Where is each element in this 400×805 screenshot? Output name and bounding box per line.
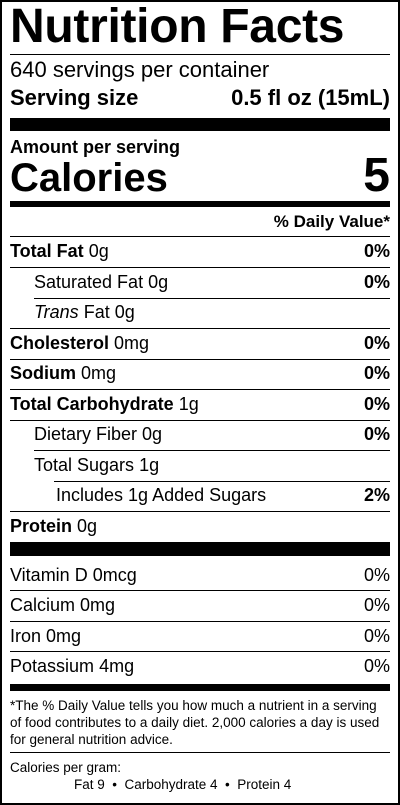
- nutrient-amount: 0g: [148, 272, 169, 292]
- daily-value-footnote: *The % Daily Value tells you how much a …: [10, 698, 380, 747]
- nutrient-name: Total Carbohydrate: [10, 394, 174, 414]
- title-divider: [10, 54, 390, 55]
- vitamin-row-iron: Iron 0mg: [10, 624, 81, 648]
- nutrient-dv: 0%: [363, 424, 390, 444]
- thick-divider-top: [10, 118, 390, 131]
- vitamin-dv: 0%: [363, 565, 390, 585]
- nutrient-row-total-sugars: Total Sugars 1g: [34, 453, 159, 477]
- nutrient-name: Protein: [10, 516, 73, 536]
- nutrient-row-trans-fat: Trans Fat 0g: [34, 300, 135, 324]
- nutrient-row-total-carbohydrate: Total Carbohydrate 1g: [10, 392, 199, 416]
- vitamin-dv: 0%: [363, 656, 390, 676]
- nutrient-dv: 0%: [363, 363, 390, 383]
- row-divider: [10, 328, 390, 329]
- calories-per-gram-label: Calories per gram:: [10, 760, 122, 775]
- nutrient-name: Trans: [34, 302, 79, 322]
- nutrient-row-protein: Protein 0g: [10, 514, 97, 538]
- nutrient-name: Cholesterol: [10, 333, 110, 353]
- label-title: Nutrition Facts: [10, 0, 345, 53]
- vitamin-dv: 0%: [363, 626, 390, 646]
- calories-label: Calories: [10, 156, 168, 200]
- row-divider: [10, 590, 390, 591]
- nutrient-name: Total Sugars: [34, 455, 135, 475]
- servings-per-container: 640 servings per container: [10, 57, 270, 82]
- nutrient-row-cholesterol: Cholesterol 0mg: [10, 331, 149, 355]
- nutrient-dv: 0%: [363, 333, 390, 353]
- nutrient-dv: 0%: [363, 272, 390, 292]
- vitamin-amount: 0mcg: [92, 565, 137, 585]
- nutrient-amount: 0g: [88, 241, 109, 261]
- nutrient-row-saturated-fat: Saturated Fat 0g: [34, 270, 168, 294]
- thick-divider-vitamins: [10, 542, 390, 556]
- vitamin-name: Vitamin D: [10, 565, 88, 585]
- vitamin-row-potassium: Potassium 4mg: [10, 654, 134, 678]
- vitamin-name: Calcium: [10, 595, 76, 615]
- calories-value: 5: [363, 149, 390, 202]
- vitamin-row-vitamin-d: Vitamin D 0mcg: [10, 563, 137, 587]
- nutrient-amount: Fat 0g: [83, 302, 135, 322]
- calories-per-gram-line: Fat 9 • Carbohydrate 4 • Protein 4: [74, 777, 292, 792]
- thick-divider-footnote: [10, 684, 390, 691]
- nutrient-name: Sodium: [10, 363, 76, 383]
- row-divider: [10, 511, 390, 512]
- row-divider: [34, 298, 390, 299]
- vitamin-amount: 4mg: [99, 656, 135, 676]
- nutrient-row-added-sugars: Includes 1g Added Sugars: [56, 483, 266, 507]
- nutrient-name: Total Fat: [10, 241, 84, 261]
- nutrient-amount: 1g: [178, 394, 199, 414]
- row-divider: [10, 651, 390, 652]
- row-divider: [10, 389, 390, 390]
- row-divider: [34, 450, 390, 451]
- vitamin-amount: 0mg: [46, 626, 82, 646]
- serving-size-value: 0.5 fl oz (15mL): [231, 85, 390, 110]
- nutrient-amount: 0g: [77, 516, 98, 536]
- row-divider: [10, 359, 390, 360]
- vitamin-name: Iron: [10, 626, 42, 646]
- nutrient-amount: 0mg: [81, 363, 117, 383]
- nutrient-amount: 0g: [142, 424, 163, 444]
- footnote-divider: [10, 752, 390, 753]
- row-divider: [10, 621, 390, 622]
- nutrient-name: Saturated Fat: [34, 272, 144, 292]
- row-divider: [54, 481, 390, 482]
- vitamin-dv: 0%: [363, 595, 390, 615]
- nutrient-name: Dietary Fiber: [34, 424, 138, 444]
- row-divider: [10, 420, 390, 421]
- row-divider: [10, 267, 390, 268]
- calories-divider: [10, 201, 390, 207]
- nutrient-dv: 0%: [363, 394, 390, 414]
- daily-value-header: % Daily Value*: [273, 212, 390, 231]
- vitamin-amount: 0mg: [80, 595, 116, 615]
- serving-size-label: Serving size: [10, 85, 139, 110]
- vitamin-row-calcium: Calcium 0mg: [10, 593, 115, 617]
- nutrient-name: Includes 1g Added Sugars: [56, 485, 267, 505]
- nutrient-dv: 0%: [363, 241, 390, 261]
- vitamin-name: Potassium: [10, 656, 95, 676]
- nutrient-row-dietary-fiber: Dietary Fiber 0g: [34, 422, 162, 446]
- nutrient-amount: 1g: [139, 455, 160, 475]
- nutrient-dv: 2%: [363, 485, 390, 505]
- row-divider: [10, 236, 390, 237]
- amount-per-serving: Amount per serving: [10, 137, 181, 157]
- nutrient-row-total-fat: Total Fat 0g: [10, 239, 109, 263]
- nutrient-row-sodium: Sodium 0mg: [10, 361, 116, 385]
- nutrient-amount: 0mg: [114, 333, 150, 353]
